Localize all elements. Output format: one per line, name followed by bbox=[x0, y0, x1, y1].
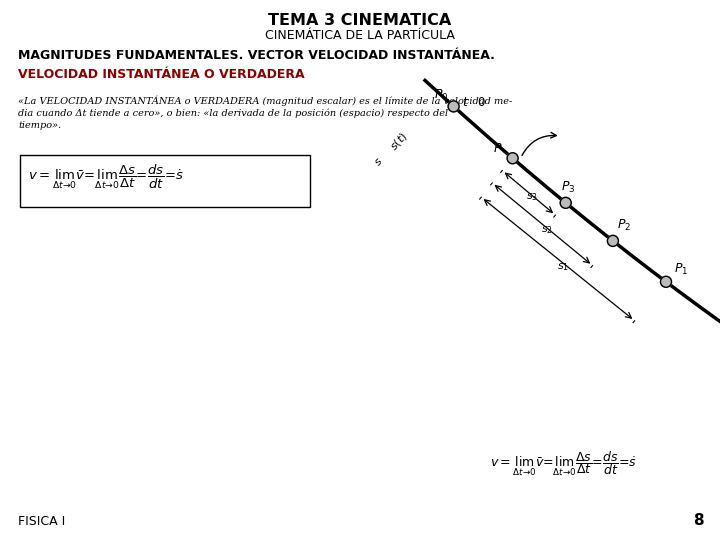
Text: MAGNITUDES FUNDAMENTALES. VECTOR VELOCIDAD INSTANTÁNEA.: MAGNITUDES FUNDAMENTALES. VECTOR VELOCID… bbox=[18, 49, 495, 62]
Text: $s(t)$: $s(t)$ bbox=[387, 130, 410, 153]
Text: $s_3$: $s_3$ bbox=[526, 191, 538, 202]
Circle shape bbox=[448, 101, 459, 112]
Text: $P_3$: $P_3$ bbox=[561, 180, 575, 195]
Circle shape bbox=[560, 197, 571, 208]
Text: CINEMÁTICA DE LA PARTÍCULA: CINEMÁTICA DE LA PARTÍCULA bbox=[265, 29, 455, 42]
Text: $P_0$: $P_0$ bbox=[433, 89, 448, 103]
Text: 8: 8 bbox=[693, 513, 704, 528]
Text: $s_2$: $s_2$ bbox=[541, 224, 554, 236]
Text: $P$: $P$ bbox=[492, 142, 502, 155]
Text: FISICA I: FISICA I bbox=[18, 515, 66, 528]
Text: «La VELOCIDAD INSTANTÁNEA o VERDADERA (magnitud escalar) es el límite de la velo: «La VELOCIDAD INSTANTÁNEA o VERDADERA (m… bbox=[18, 95, 512, 105]
Bar bbox=[20, 155, 310, 207]
Text: $P_2$: $P_2$ bbox=[617, 218, 631, 233]
Text: $t$   $0$: $t$ $0$ bbox=[462, 96, 486, 109]
Text: dia cuando Δt tiende a cero», o bien: «la derivada de la posición (espacio) resp: dia cuando Δt tiende a cero», o bien: «l… bbox=[18, 108, 448, 118]
Text: TEMA 3 CINEMATICA: TEMA 3 CINEMATICA bbox=[269, 13, 451, 28]
Text: tiempo».: tiempo». bbox=[18, 121, 61, 130]
Text: VELOCIDAD INSTANTÁNEA O VERDADERA: VELOCIDAD INSTANTÁNEA O VERDADERA bbox=[18, 68, 305, 81]
Circle shape bbox=[608, 235, 618, 246]
Text: $s_1$: $s_1$ bbox=[557, 261, 569, 273]
Circle shape bbox=[507, 153, 518, 164]
Circle shape bbox=[660, 276, 672, 287]
Text: $v = \lim_{\Delta t \to 0} \bar{v} = \lim_{\Delta t \to 0} \dfrac{\Delta s}{\Del: $v = \lim_{\Delta t \to 0} \bar{v} = \li… bbox=[490, 450, 637, 478]
Text: $s$: $s$ bbox=[372, 156, 385, 167]
Text: $v = \lim_{\Delta t \to 0} \bar{v} = \lim_{\Delta t \to 0} \dfrac{\Delta s}{\Del: $v = \lim_{\Delta t \to 0} \bar{v} = \li… bbox=[28, 163, 184, 191]
Text: $P_1$: $P_1$ bbox=[674, 262, 688, 277]
